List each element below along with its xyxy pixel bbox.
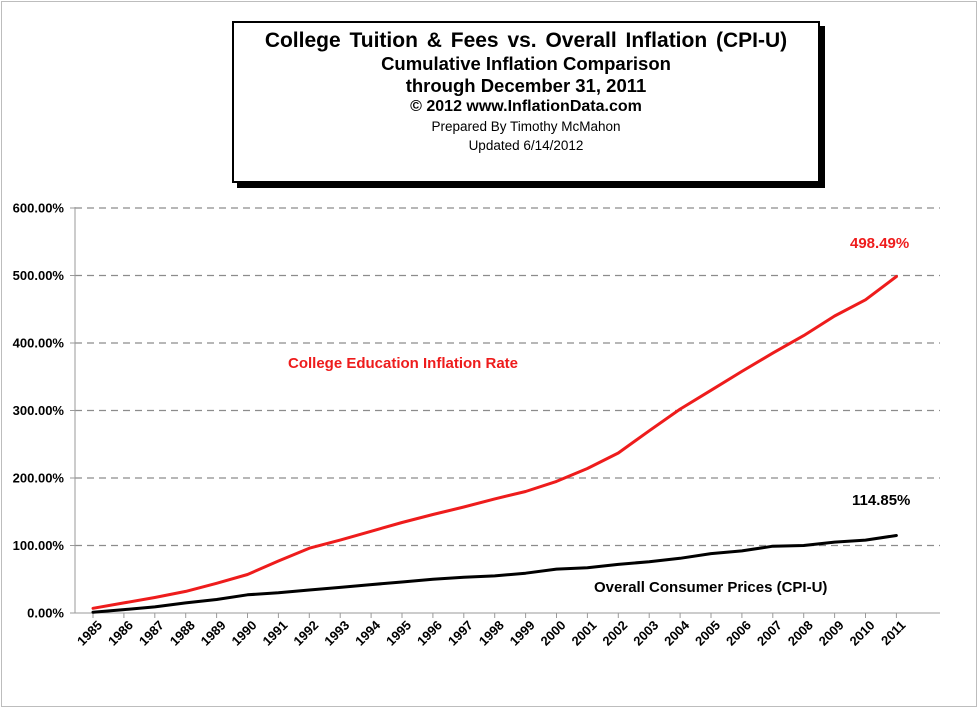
cpi-series-line (91, 534, 898, 614)
chart-title: College Tuition & Fees vs. Overall Infla… (264, 29, 788, 52)
annotations: College Education Inflation Rate 498.49%… (288, 235, 910, 596)
y-tick-label: 0.00% (27, 606, 64, 621)
x-tick-label: 1995 (383, 618, 414, 649)
x-tick-label: 1999 (507, 618, 538, 649)
cpi-series-label: Overall Consumer Prices (CPI-U) (594, 579, 827, 596)
title-box: College Tuition & Fees vs. Overall Infla… (232, 21, 820, 183)
x-tick-labels: 1985 1986 1987 1988 1989 1990 1991 1992 1993 1994… (74, 617, 908, 649)
x-tick-label: 2000 (538, 618, 569, 649)
college-series-line (91, 275, 898, 610)
cpi-end-value: 114.85% (852, 492, 910, 509)
series-lines (91, 275, 898, 614)
chart-period: through December 31, 2011 (405, 75, 647, 96)
x-tick-label: 1987 (136, 618, 167, 649)
x-tick-label: 2004 (661, 617, 693, 649)
x-tick-label: 1996 (414, 618, 445, 649)
updated-line: Updated 6/14/2012 (468, 138, 584, 153)
x-tick-label: 2009 (816, 618, 847, 649)
y-tick-label: 400.00% (13, 336, 65, 351)
axes (74, 207, 940, 614)
college-end-value: 498.49% (850, 235, 909, 252)
x-tick-label: 1993 (321, 618, 352, 649)
copyright-line: © 2012 www.InflationData.com (410, 98, 642, 115)
x-tick-label: 2011 (878, 618, 909, 649)
x-tick-label: 2007 (754, 618, 785, 649)
y-tick-label: 300.00% (13, 403, 65, 418)
x-tick-label: 2005 (692, 618, 723, 649)
x-tick-label: 1988 (167, 618, 198, 649)
gridlines (70, 207, 940, 618)
x-tick-label: 2008 (785, 618, 816, 649)
y-tick-labels: 0.00% 100.00% 200.00% 300.00% 400.00% 500.00%… (13, 201, 65, 621)
x-tick-label: 1998 (476, 618, 507, 649)
x-tick-label: 2010 (847, 618, 878, 649)
chart-subtitle: Cumulative Inflation Comparison (381, 53, 671, 74)
x-tick-label: 2006 (723, 618, 754, 649)
x-tick-label: 1997 (445, 618, 476, 649)
x-tick-label: 1986 (105, 618, 136, 649)
x-tick-label: 1994 (352, 617, 384, 649)
x-tick-label: 1990 (229, 618, 260, 649)
x-tick-label: 1985 (74, 618, 105, 649)
x-tick-label: 2002 (599, 618, 630, 649)
college-series-label: College Education Inflation Rate (288, 355, 518, 372)
x-tick-label: 2003 (630, 618, 661, 649)
y-tick-label: 600.00% (13, 201, 65, 216)
x-tick-label: 1992 (290, 618, 321, 649)
y-tick-label: 100.00% (13, 538, 65, 553)
x-tick-label: 1991 (259, 618, 290, 649)
author-line: Prepared By Timothy McMahon (431, 119, 621, 134)
y-tick-label: 200.00% (13, 471, 65, 486)
x-tick-label: 1989 (198, 618, 229, 649)
y-tick-label: 500.00% (13, 268, 65, 283)
x-tick-label: 2001 (568, 618, 599, 649)
